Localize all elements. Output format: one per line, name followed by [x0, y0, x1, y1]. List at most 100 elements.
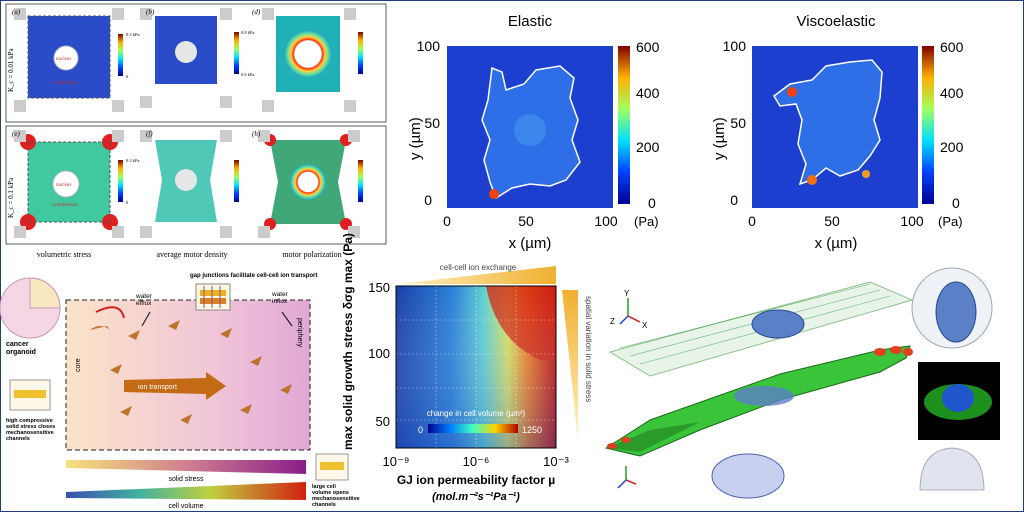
stress-variation-wedge	[562, 290, 578, 440]
label-a: (a)	[12, 8, 21, 16]
periphery-label: periphery	[296, 318, 303, 348]
row2-ylabel: K_c = 0.1 kPa	[7, 177, 15, 218]
mechanics-panel: (a) (b) (d) (e) (f) (h) K_c = 0.01 kPa K…	[5, 3, 387, 259]
tile-d	[276, 16, 340, 92]
cbar-tick-5: 0.3 kPa	[126, 158, 140, 163]
water-influx-label: water influx	[271, 291, 289, 305]
visco-cbar-600: 600	[940, 39, 964, 55]
viscoelastic-title: Viscoelastic	[797, 13, 876, 30]
tissue-region	[66, 300, 310, 450]
visco-cbar-unit: (Pa)	[938, 214, 963, 229]
elastic-cbar-600: 600	[636, 39, 660, 55]
visco-ylabel: y (µm)	[711, 117, 728, 160]
dome-mesh	[919, 447, 985, 491]
nucleus-label-2: nucleus	[56, 183, 71, 188]
nucleus-mesh	[711, 453, 785, 499]
ion-exchange-wedge	[398, 266, 556, 284]
elastic-ytick-50: 50	[424, 115, 440, 131]
elastic-hotspot	[489, 189, 499, 199]
cbar-tick-3: 0.8 kPa	[241, 30, 255, 35]
visco-xtick-100: 100	[900, 213, 924, 229]
nucleus-top	[751, 309, 805, 339]
gj-ylabel: max solid growth stress δσg max (Pa)	[341, 233, 355, 450]
elastic-title: Elastic	[508, 13, 553, 30]
water-efflux-label: water efflux	[135, 293, 153, 307]
label-d: (d)	[252, 8, 261, 16]
elastic-cbar-200: 200	[636, 139, 660, 155]
nucleus-bottom	[734, 386, 794, 406]
elastic-cbar-0: 0	[648, 195, 656, 211]
cell-volume-bar	[66, 482, 306, 500]
core-label: core	[75, 358, 82, 372]
renders-3d: Y X Z	[604, 267, 1000, 499]
elastic-heatmap: Elastic 600 400 200 0 (Pa) 100 50 0 0 50…	[407, 13, 660, 252]
right-channel-icon	[315, 453, 349, 481]
left-note: high compressive solid stress closes mecha…	[6, 418, 55, 442]
zoom-arrow	[95, 306, 125, 319]
cell-volume-label: cell volume	[168, 503, 203, 510]
elastic-ytick-100: 100	[417, 38, 441, 54]
right-note: large cell volume opens mechanosensitive ch…	[312, 484, 360, 508]
clamp-icons	[14, 8, 360, 238]
visco-ytick-0: 0	[730, 192, 738, 208]
stress-variation-label: spatial variation in solid stress	[584, 296, 593, 402]
caption-motor-polarization: motor polarization	[282, 250, 341, 259]
cytoskeleton-label-2: cytoskeleton	[52, 203, 78, 208]
gap-junction-title: gap junctions facilitate cell-cell ion t…	[190, 273, 317, 279]
nucleus-label: nucleus	[56, 57, 71, 62]
label-b: (b)	[146, 8, 155, 16]
caption-volumetric: volumetric stress	[37, 250, 91, 259]
elastic-xtick-0: 0	[443, 213, 451, 229]
elastic-xlabel: x (µm)	[509, 235, 552, 252]
caption-motor-density: average motor density	[156, 250, 227, 259]
visco-ytick-50: 50	[730, 115, 746, 131]
visco-cbar-0: 0	[952, 195, 960, 211]
gj-xlabel: GJ ion permeability factor µ	[397, 473, 555, 487]
axis-y-label: Y	[624, 289, 630, 298]
nucleus-dome	[935, 281, 977, 343]
tile-a	[27, 15, 111, 99]
tile-e	[20, 134, 118, 230]
gj-ytick-50: 50	[376, 414, 390, 429]
elastic-cbar-400: 400	[636, 85, 660, 101]
elastic-ytick-0: 0	[424, 192, 432, 208]
gj-xtick-2: 10⁻⁶	[463, 454, 490, 469]
cbar-tick-4: 0.6 kPa	[241, 72, 255, 77]
gj-xlabel-units: (mol.m⁻²s⁻¹Pa⁻¹)	[432, 491, 520, 503]
visco-xtick-50: 50	[824, 213, 840, 229]
axes-triad-icon: Y X Z	[610, 289, 648, 330]
red-tips	[607, 346, 913, 449]
viscoelastic-cell-shape	[773, 59, 883, 186]
visco-cbar-200: 200	[940, 139, 964, 155]
gj-xtick-3: 10⁻³	[543, 454, 569, 469]
visco-xlabel: x (µm)	[815, 235, 858, 252]
organoid-schematic: cancer organoid ion transport core periph…	[0, 273, 360, 510]
gj-colorbar	[428, 424, 518, 433]
gj-cbar-max: 1250	[522, 425, 542, 435]
tissue-border	[65, 299, 311, 451]
axis-x-label: X	[642, 321, 648, 330]
visco-xtick-0: 0	[748, 213, 756, 229]
label-f: (f)	[146, 130, 153, 138]
solid-stress-bar	[66, 460, 306, 474]
elastic-xtick-100: 100	[594, 213, 618, 229]
cbar-tick-2: 0	[126, 74, 129, 79]
row1-ylabel: K_c = 0.01 kPa	[7, 47, 15, 92]
elastic-colorbar	[618, 46, 630, 204]
viscoelastic-heatmap: Viscoelastic 600 400 200 0 (Pa) 100 50 0…	[711, 13, 964, 252]
tile-f	[155, 140, 217, 222]
elastic-ylabel: y (µm)	[407, 117, 424, 160]
gj-xtick-1: 10⁻⁹	[383, 454, 410, 469]
gj-ytick-100: 100	[368, 346, 390, 361]
gj-parameter-map: cell-cell ion exchange spatial variation…	[341, 233, 593, 503]
cbar-tick-1: 0.3 kPa	[126, 32, 140, 37]
cbar-tick-6: 0	[126, 200, 129, 205]
label-e: (e)	[12, 130, 20, 138]
visco-cbar-400: 400	[940, 85, 964, 101]
ion-transport-arrow	[124, 372, 226, 400]
tile-b	[155, 16, 217, 84]
label-h: (h)	[252, 130, 261, 138]
ion-transport-label: ion transport	[138, 384, 177, 391]
flow-arrows	[90, 320, 292, 424]
left-channel-icon	[9, 379, 51, 411]
